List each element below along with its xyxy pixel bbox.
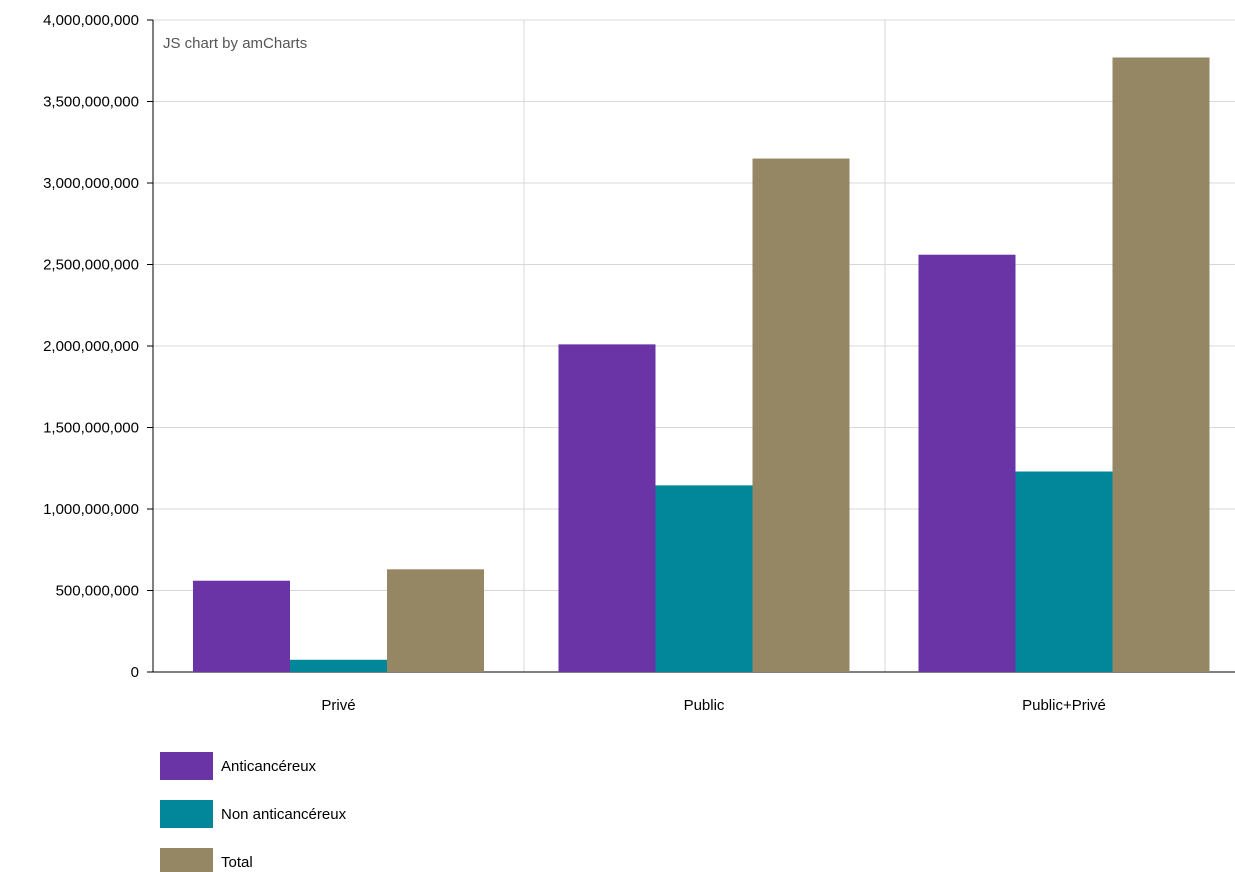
bar-total-1[interactable] (752, 158, 850, 673)
bar-non-anticanc-reux-1[interactable] (655, 485, 753, 672)
y-tick-label-1: 500,000,000 (56, 583, 139, 600)
y-tick-label-7: 3,500,000,000 (43, 94, 139, 111)
chart-credit[interactable]: JS chart by amCharts (163, 35, 307, 52)
y-tick-label-2: 1,000,000,000 (43, 501, 139, 518)
legend-label-non-anticancereux: Non anticancéreux (221, 805, 347, 823)
y-tick-label-5: 2,500,000,000 (43, 257, 139, 274)
y-tick-label-3: 1,500,000,000 (43, 420, 139, 437)
y-tick-label-6: 3,000,000,000 (43, 175, 139, 192)
y-tick-label-4: 2,000,000,000 (43, 338, 139, 355)
bar-non-anticanc-reux-0[interactable] (290, 659, 387, 672)
bar-anticanc-reux-2[interactable] (918, 254, 1016, 672)
legend-item-non-anticancereux[interactable]: Non anticancéreux (160, 800, 346, 828)
y-tick-label-0: 0 (131, 664, 139, 681)
y-tick-label-8: 4,000,000,000 (43, 12, 139, 29)
legend-swatch-anticancereux (160, 752, 213, 780)
legend: Anticancéreux Non anticancéreux Total (160, 752, 560, 872)
x-tick-label-1: Public (684, 697, 725, 714)
bar-non-anticanc-reux-2[interactable] (1015, 471, 1113, 672)
legend-label-total: Total (221, 853, 253, 871)
bar-total-2[interactable] (1112, 57, 1210, 673)
legend-swatch-total (160, 848, 213, 872)
legend-item-anticancereux[interactable]: Anticancéreux (160, 752, 316, 780)
legend-swatch-non-anticancereux (160, 800, 213, 828)
legend-item-total[interactable]: Total (160, 848, 253, 872)
x-tick-label-2: Public+Privé (1022, 697, 1106, 714)
x-tick-label-0: Privé (321, 697, 355, 714)
legend-label-anticancereux: Anticancéreux (221, 757, 317, 775)
bar-anticanc-reux-0[interactable] (193, 580, 290, 672)
bar-anticanc-reux-1[interactable] (558, 344, 656, 672)
bar-total-0[interactable] (387, 569, 484, 672)
